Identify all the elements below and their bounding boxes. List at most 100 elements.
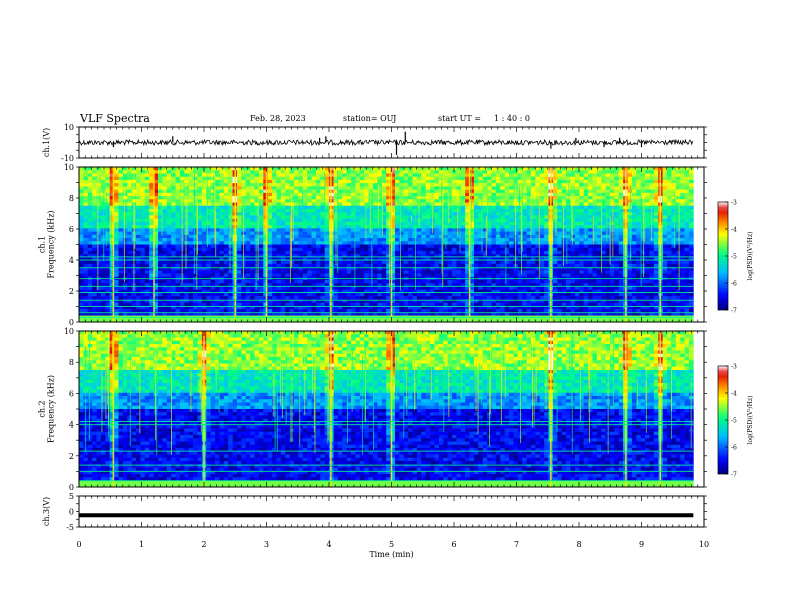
spectrogram-cell [311,312,317,316]
spectrogram-cell [188,318,194,323]
spectrogram-cell [105,238,111,242]
spectrogram-cell [307,176,312,181]
spectrogram-cell [267,202,273,207]
spectrogram-cell [487,244,492,249]
spectrogram-cell [210,212,216,216]
spectrogram-cell [171,228,176,232]
spectrogram-cell [201,267,207,271]
spectrogram-cell [394,273,400,278]
spectrogram-cell [351,189,356,194]
spectrogram-cell [302,221,308,226]
spectrogram-cell [368,176,374,181]
spectrogram-cell [294,244,299,249]
spectrogram-cell [500,273,505,278]
spectrogram-cell [285,309,290,313]
spectrogram-cell [381,183,387,187]
spectrogram-cell [460,296,466,300]
spectrogram-cell [219,199,225,203]
spectrogram-cell [92,228,97,232]
spectrogram-cell [136,273,141,278]
spectrogram-cell [315,179,321,184]
spectrogram-cell [473,179,479,184]
spectrogram-cell [228,215,233,219]
spectrogram-cell [87,189,93,194]
spectrogram-cell [495,250,501,255]
spectrogram-cell [215,192,220,197]
spectrogram-cell [342,280,347,284]
spectrogram-cell [87,318,93,323]
spectrogram-cell [100,254,106,258]
spectrogram-cell [337,202,343,207]
spectrogram-cell [254,179,260,184]
spectrogram-cell [473,280,479,284]
spectrogram-cell [263,296,268,300]
spectrogram-cell [390,238,396,242]
spectrogram-cell [241,280,247,284]
spectrogram-cell [346,292,352,297]
spectrogram-cell [272,221,277,226]
spectrogram-cell [100,231,106,236]
spectrogram-cell [403,176,409,181]
spectrogram-cell [346,257,352,261]
spectrogram-cell [175,221,181,226]
spectrogram-cell [193,260,198,265]
spectrogram-cell [201,192,207,197]
spectrogram-cell [245,247,251,252]
spectrogram-cell [425,263,431,268]
spectrogram-cell [403,263,409,268]
spectrogram-cell [166,250,172,255]
spectrogram-cell [193,234,198,239]
spectrogram-cell [118,302,124,307]
spectrogram-cell [184,280,190,284]
spectrogram-cell [311,280,317,284]
spectrogram-cell [96,257,102,261]
spectrogram-cell [294,205,299,210]
spectrogram-cell [272,196,277,200]
spectrogram-cell [443,183,448,187]
spectrogram-cell [83,199,89,203]
spectrogram-cell [254,225,260,229]
spectrogram-cell [140,286,146,291]
spectrogram-cell [258,283,264,287]
spectrogram-cell [267,270,273,274]
spectrogram-cell [236,199,242,203]
spectrogram-cell [320,280,326,284]
spectrogram-cell [250,212,255,216]
spectrogram-cell [495,292,501,297]
spectrogram-cell [184,289,190,294]
spectrogram-cell [175,205,181,210]
spectrogram-cell [320,289,326,294]
spectrogram-cell [171,225,176,229]
spectrogram-cell [403,199,409,203]
spectrogram-cell [149,202,154,207]
spectrogram-cell [491,205,497,210]
spectrogram-cell [333,176,339,181]
spectrogram-cell [465,228,470,232]
spectrogram-cell [377,170,383,174]
spectrogram-cell [478,260,484,265]
spectrogram-cell [219,241,225,245]
spectrogram-cell [166,215,172,219]
spectrogram-cell [276,267,282,271]
spectrogram-cell [79,257,84,261]
spectrogram-cell [368,221,374,226]
spectrogram-cell [500,257,505,261]
spectrogram-cell [118,296,124,300]
spectrogram-cell [188,302,194,307]
spectrogram-cell [307,218,312,223]
spectrogram-cell [342,196,347,200]
spectrogram-cell [197,173,203,177]
spectrogram-cell [197,189,203,194]
y-tick-label: 10 [64,123,74,132]
spectrogram-cell [245,196,251,200]
spectrogram-cell [184,189,190,194]
spectrogram-cell [280,231,286,236]
spectrogram-cell [337,218,343,223]
spectrogram-cell [193,192,198,197]
spectrogram-cell [206,196,211,200]
spectrogram-cell [258,267,264,271]
spectrogram-cell [337,167,343,171]
spectrogram-cell [96,241,102,245]
spectrogram-cell [136,309,141,313]
spectrogram-cell [210,309,216,313]
